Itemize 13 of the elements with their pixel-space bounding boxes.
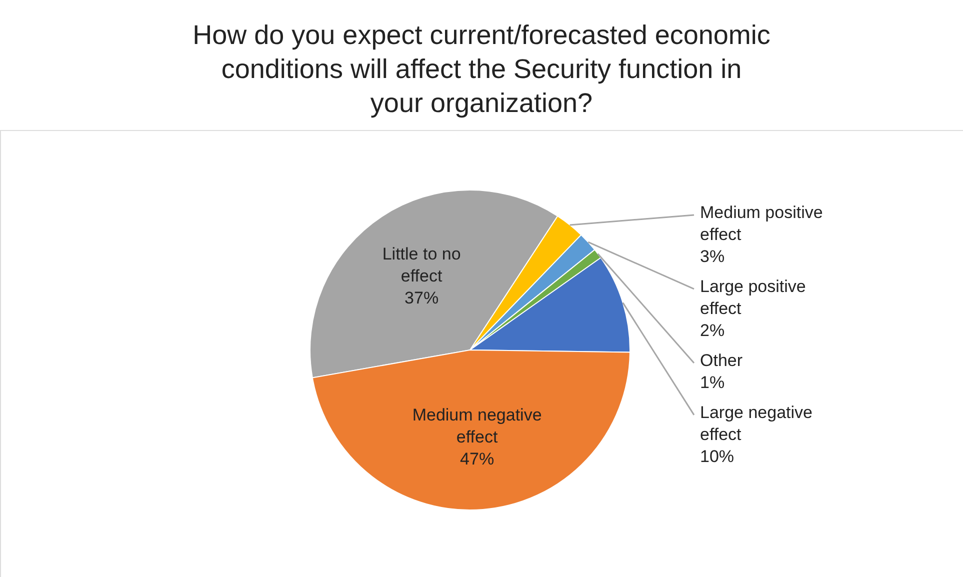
chart-title: How do you expect current/forecasted economic conditions will affect the Security function in your organization? bbox=[192, 20, 770, 118]
slice-label: Other bbox=[700, 350, 743, 370]
data-label: 37% bbox=[404, 288, 439, 308]
data-label: 2% bbox=[700, 320, 725, 340]
slice-label: Medium negative effect bbox=[412, 406, 542, 447]
slice-label: Little to no effect bbox=[382, 244, 461, 286]
data-label: 3% bbox=[700, 246, 725, 266]
data-label: 10% bbox=[700, 446, 734, 466]
data-label: 1% bbox=[700, 372, 725, 392]
data-label: 47% bbox=[460, 450, 494, 469]
slice-label: Large positive effect bbox=[700, 276, 806, 318]
slice-label: Medium positive effect bbox=[700, 202, 823, 244]
slice-label: Large negative effect bbox=[700, 402, 812, 444]
